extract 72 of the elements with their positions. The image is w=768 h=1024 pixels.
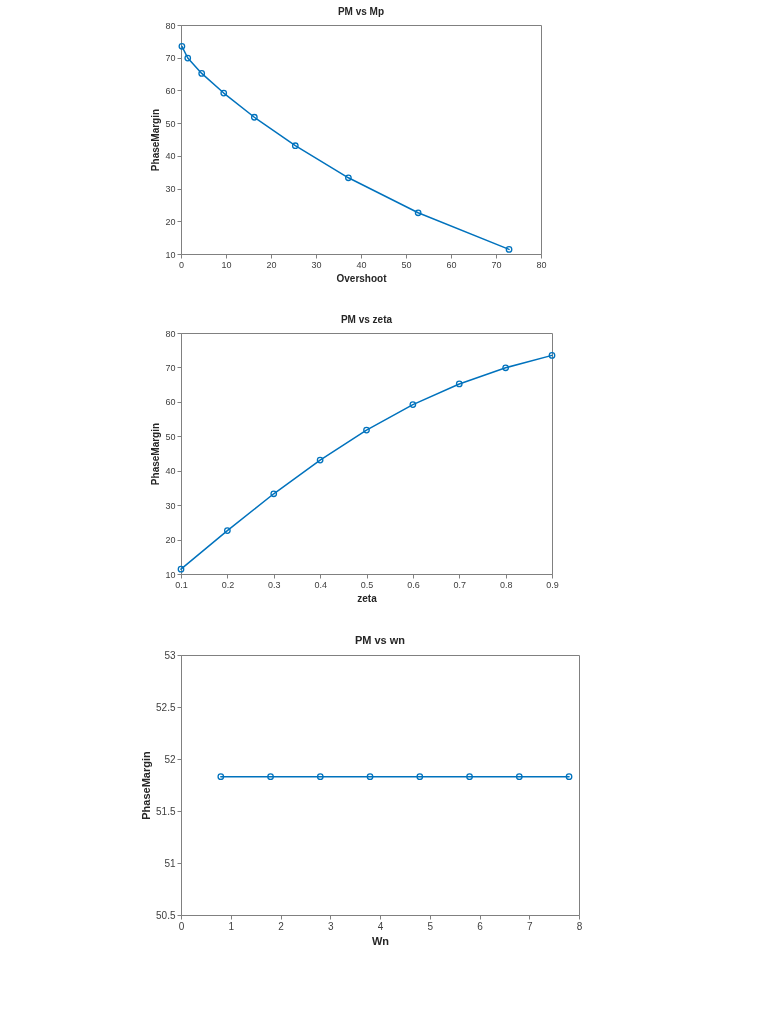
y-tick-label: 80 bbox=[165, 20, 176, 31]
x-tick-label: 0 bbox=[178, 259, 185, 270]
y-tick-label: 20 bbox=[165, 535, 176, 546]
x-axis-title: Wn bbox=[371, 934, 390, 947]
y-tick-label: 53 bbox=[164, 649, 176, 661]
x-tick-label: 10 bbox=[221, 259, 232, 270]
x-tick-label: 20 bbox=[266, 259, 277, 270]
x-tick-label: 0.3 bbox=[267, 579, 281, 590]
y-tick-label: 30 bbox=[165, 184, 176, 195]
x-tick-label: 60 bbox=[446, 259, 457, 270]
y-tick-label: 50 bbox=[165, 431, 176, 442]
y-tick-label: 51 bbox=[164, 857, 176, 869]
x-tick-label: 80 bbox=[536, 259, 547, 270]
y-tick-label: 70 bbox=[165, 362, 176, 373]
point bbox=[223, 527, 231, 534]
x-tick-label: 30 bbox=[311, 259, 322, 270]
point bbox=[250, 113, 258, 121]
x-tick-label: 0.4 bbox=[314, 579, 327, 590]
y-axis-title: PhaseMargin bbox=[150, 108, 162, 172]
y-tick-label: 60 bbox=[165, 397, 176, 408]
x-axis-title: Overshoot bbox=[336, 272, 388, 284]
y-tick-label: 52 bbox=[164, 753, 176, 765]
x-tick-label: 0.7 bbox=[453, 579, 467, 590]
point bbox=[414, 209, 422, 217]
x-tick-label: 0.2 bbox=[221, 579, 235, 590]
chart-title: PM vs zeta bbox=[340, 314, 393, 325]
point bbox=[198, 70, 206, 77]
point bbox=[345, 174, 352, 182]
point bbox=[270, 490, 278, 498]
x-tick-label: 0.1 bbox=[175, 579, 188, 590]
y-tick-label: 40 bbox=[165, 151, 176, 162]
x-tick-label: 2 bbox=[278, 920, 285, 932]
y-tick-label: 50.5 bbox=[156, 909, 176, 921]
point bbox=[502, 364, 510, 372]
x-tick-label: 0.9 bbox=[546, 579, 559, 590]
x-tick-label: 0 bbox=[178, 920, 185, 932]
x-tick-label: 50 bbox=[401, 259, 412, 270]
point bbox=[220, 89, 228, 97]
point bbox=[316, 456, 324, 464]
y-tick-label: 10 bbox=[165, 569, 176, 580]
x-tick-label: 4 bbox=[377, 920, 384, 932]
point bbox=[455, 380, 463, 388]
x-tick-label: 40 bbox=[356, 259, 367, 270]
y-tick-label: 51.5 bbox=[156, 805, 176, 817]
y-tick-label: 20 bbox=[165, 216, 176, 227]
y-tick-label: 40 bbox=[165, 466, 176, 477]
chart-title: PM vs wn bbox=[354, 634, 406, 646]
x-tick-label: 1 bbox=[228, 920, 235, 932]
x-tick-label: 5 bbox=[427, 920, 434, 932]
y-tick-label: 60 bbox=[165, 85, 176, 96]
x-tick-label: 70 bbox=[491, 259, 502, 270]
point bbox=[184, 54, 192, 62]
y-tick-label: 52.5 bbox=[156, 701, 176, 713]
y-tick-label: 70 bbox=[165, 53, 176, 64]
x-axis-title: zeta bbox=[357, 592, 378, 604]
x-tick-label: 7 bbox=[526, 920, 533, 932]
y-axis-title: PhaseMargin bbox=[140, 750, 153, 820]
point bbox=[363, 426, 370, 434]
x-tick-label: 0.8 bbox=[499, 579, 513, 590]
chart-title: PM vs Mp bbox=[337, 6, 385, 17]
x-tick-label: 8 bbox=[576, 920, 583, 932]
x-tick-label: 3 bbox=[327, 920, 334, 932]
x-tick-label: 0.5 bbox=[360, 579, 374, 590]
y-axis-title: PhaseMargin bbox=[150, 422, 162, 486]
point bbox=[291, 142, 299, 150]
y-tick-label: 80 bbox=[165, 328, 176, 339]
y-tick-label: 50 bbox=[165, 118, 176, 129]
x-tick-label: 0.6 bbox=[407, 579, 420, 590]
y-tick-label: 10 bbox=[165, 249, 176, 260]
x-tick-label: 6 bbox=[477, 920, 484, 932]
y-tick-label: 30 bbox=[165, 500, 176, 511]
point bbox=[409, 401, 417, 408]
